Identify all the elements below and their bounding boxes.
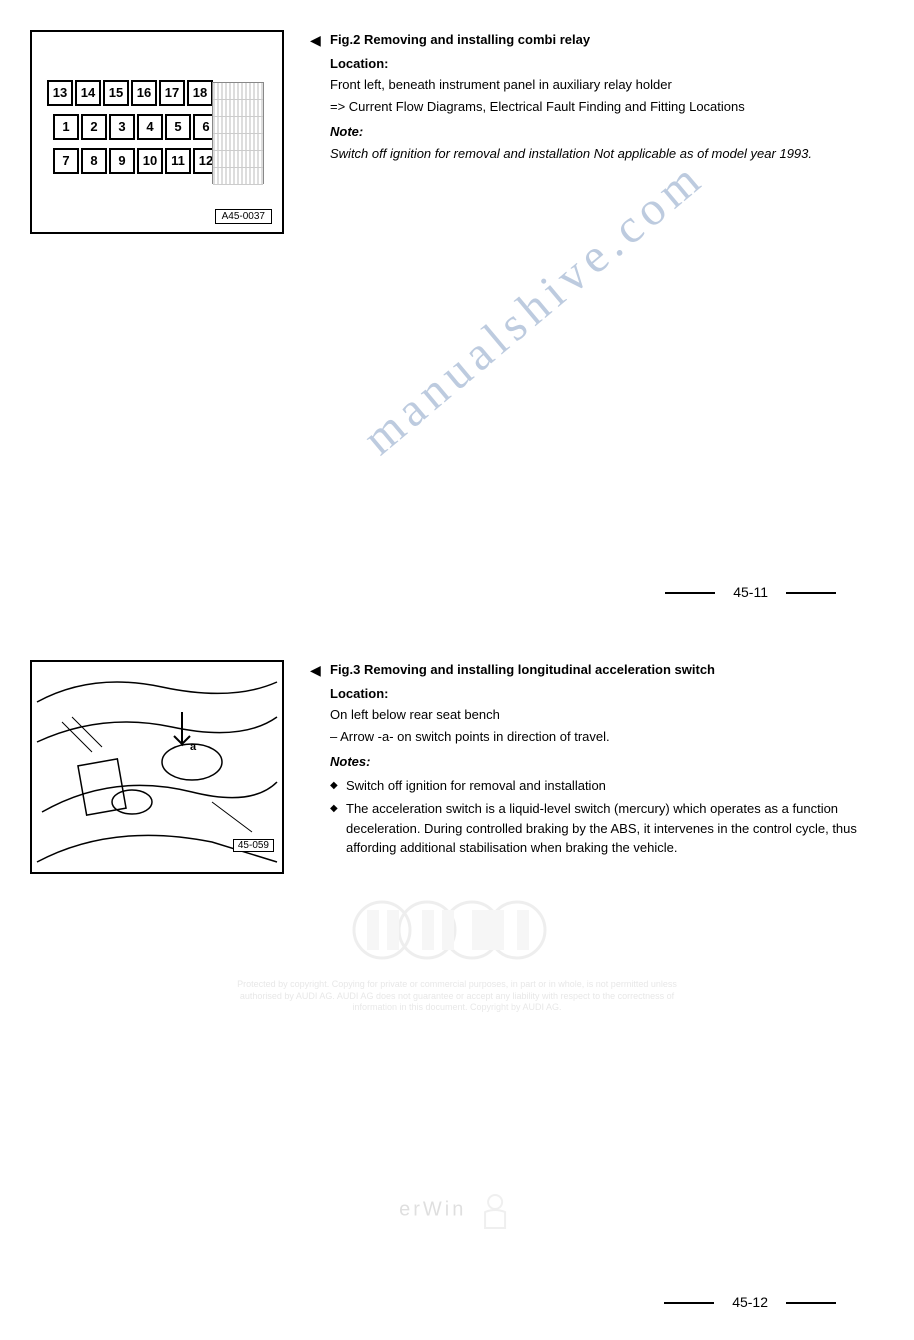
relay-panel-diagram: 13 14 15 16 17 18 1 2 3 4 5 6: [30, 30, 284, 234]
figure-ref-label: A45-0037: [215, 209, 272, 224]
figure-title: Fig.2 Removing and installing combi rela…: [330, 30, 874, 50]
audi-watermark-logo: Protected by copyright. Copying for priv…: [227, 890, 687, 1014]
relay-slot: 4: [137, 114, 163, 140]
pointer-left-icon: ◀: [310, 660, 330, 679]
figure-block-2: 13 14 15 16 17 18 1 2 3 4 5 6: [30, 30, 874, 234]
page-number: 45-12: [646, 1294, 854, 1310]
relay-side-panel: [212, 82, 264, 184]
relay-slot: 9: [109, 148, 135, 174]
pointer-left-icon: ◀: [310, 30, 330, 49]
page-section-1: 13 14 15 16 17 18 1 2 3 4 5 6: [0, 0, 914, 630]
location-description: On left below rear seat bench: [330, 705, 874, 725]
relay-slot: 13: [47, 80, 73, 106]
relay-slot: 3: [109, 114, 135, 140]
erwin-text: erWin: [399, 1198, 466, 1220]
reference-text: => Current Flow Diagrams, Electrical Fau…: [330, 97, 874, 117]
note-bullet-item: The acceleration switch is a liquid-leve…: [330, 799, 874, 858]
location-heading: Location:: [330, 54, 874, 74]
figure-title: Fig.3 Removing and installing longitudin…: [330, 660, 874, 680]
note-bullet-item: Switch off ignition for removal and inst…: [330, 776, 874, 796]
relay-figure-image: 13 14 15 16 17 18 1 2 3 4 5 6: [30, 30, 290, 234]
notes-heading: Notes:: [330, 752, 874, 772]
notes-bullet-list: Switch off ignition for removal and inst…: [330, 776, 874, 858]
page-section-2: a 45-059 ◀ Fig.3 Removing and installing…: [0, 630, 914, 1340]
relay-slot: 7: [53, 148, 79, 174]
location-heading: Location:: [330, 684, 874, 704]
figure-text-content: Fig.2 Removing and installing combi rela…: [330, 30, 874, 163]
relay-slot: 2: [81, 114, 107, 140]
relay-slot: 11: [165, 148, 191, 174]
figure-block-3: a 45-059 ◀ Fig.3 Removing and installing…: [30, 660, 874, 874]
relay-slot: 10: [137, 148, 163, 174]
arrow-note: – Arrow -a- on switch points in directio…: [330, 727, 874, 747]
svg-text:a: a: [190, 741, 197, 753]
location-description: Front left, beneath instrument panel in …: [330, 75, 874, 95]
relay-slot: 15: [103, 80, 129, 106]
figure-ref-label: 45-059: [233, 839, 274, 852]
copyright-notice: Protected by copyright. Copying for priv…: [227, 979, 687, 1014]
erwin-watermark: erWin: [399, 1190, 515, 1230]
relay-slot: 1: [53, 114, 79, 140]
note-body: Switch off ignition for removal and inst…: [330, 144, 874, 164]
relay-slot: 14: [75, 80, 101, 106]
engine-bay-diagram: a 45-059: [30, 660, 284, 874]
note-heading: Note:: [330, 122, 874, 142]
page-number: 45-11: [647, 584, 854, 600]
relay-slot: 17: [159, 80, 185, 106]
relay-slot: 8: [81, 148, 107, 174]
engine-figure-image: a 45-059: [30, 660, 290, 874]
figure-text-content: Fig.3 Removing and installing longitudin…: [330, 660, 874, 862]
relay-slot: 5: [165, 114, 191, 140]
relay-slot: 16: [131, 80, 157, 106]
relay-slot: 18: [187, 80, 213, 106]
